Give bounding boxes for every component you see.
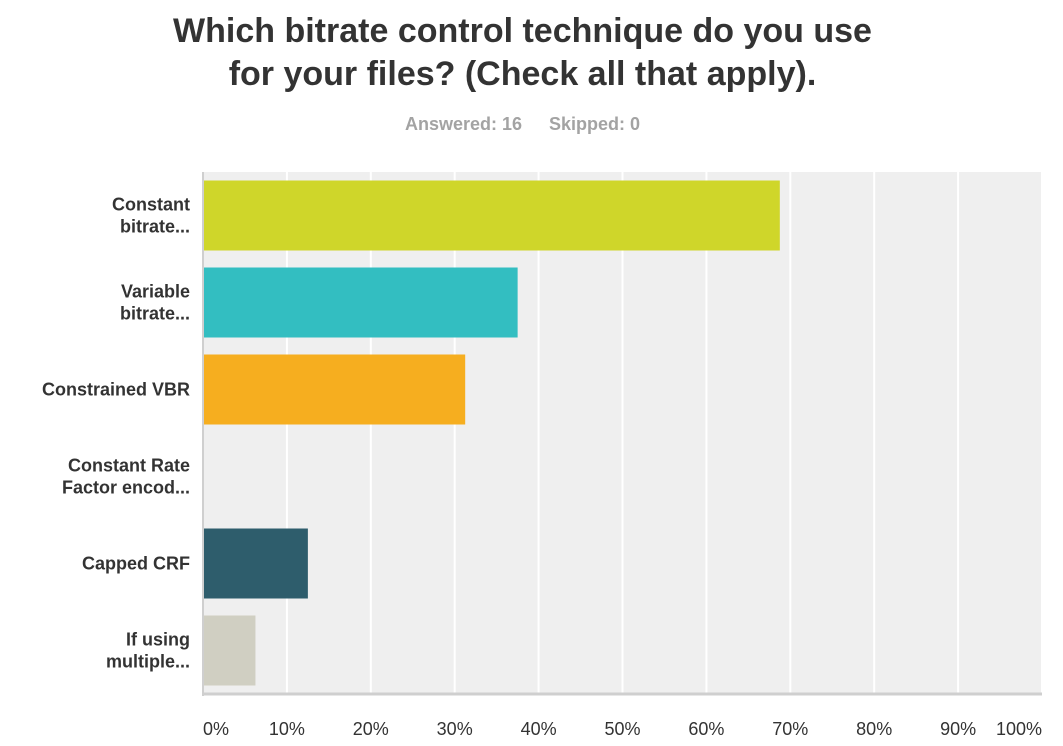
- x-tick-label: 80%: [856, 719, 892, 739]
- x-tick-label: 90%: [940, 719, 976, 739]
- chart-title-line-1: Which bitrate control technique do you u…: [173, 12, 872, 50]
- x-tick-label: 60%: [688, 719, 724, 739]
- x-tick-label: 40%: [521, 719, 557, 739]
- bar-5: [203, 528, 308, 599]
- x-tick-label: 50%: [604, 719, 640, 739]
- x-tick-label: 10%: [269, 719, 305, 739]
- category-label: Variable: [121, 282, 190, 302]
- category-label: multiple...: [106, 652, 190, 672]
- category-label: Constant Rate: [68, 456, 190, 476]
- response-summary: Answered: 16 Skipped: 0: [0, 114, 1045, 135]
- bar-2: [203, 267, 518, 338]
- bar-6: [203, 615, 256, 686]
- category-label: Factor encod...: [62, 478, 190, 498]
- category-label: bitrate...: [120, 304, 190, 324]
- x-tick-label: 70%: [772, 719, 808, 739]
- category-label: bitrate...: [120, 217, 190, 237]
- chart-title: Which bitrate control technique do you u…: [0, 10, 1045, 96]
- x-tick-label: 30%: [437, 719, 473, 739]
- skipped-count: Skipped: 0: [549, 114, 641, 134]
- category-label: Constrained VBR: [42, 380, 190, 400]
- category-label: Constant: [112, 195, 190, 215]
- answered-count: Answered: 16: [404, 114, 522, 134]
- category-label: If using: [126, 630, 190, 650]
- x-tick-label: 20%: [353, 719, 389, 739]
- x-tick-label: 100%: [996, 719, 1042, 739]
- bar-3: [203, 354, 466, 425]
- chart-title-line-2: for your files? (Check all that apply).: [228, 55, 817, 93]
- category-label: Capped CRF: [82, 554, 190, 574]
- x-tick-label: 0%: [203, 719, 229, 739]
- bar-1: [203, 180, 780, 251]
